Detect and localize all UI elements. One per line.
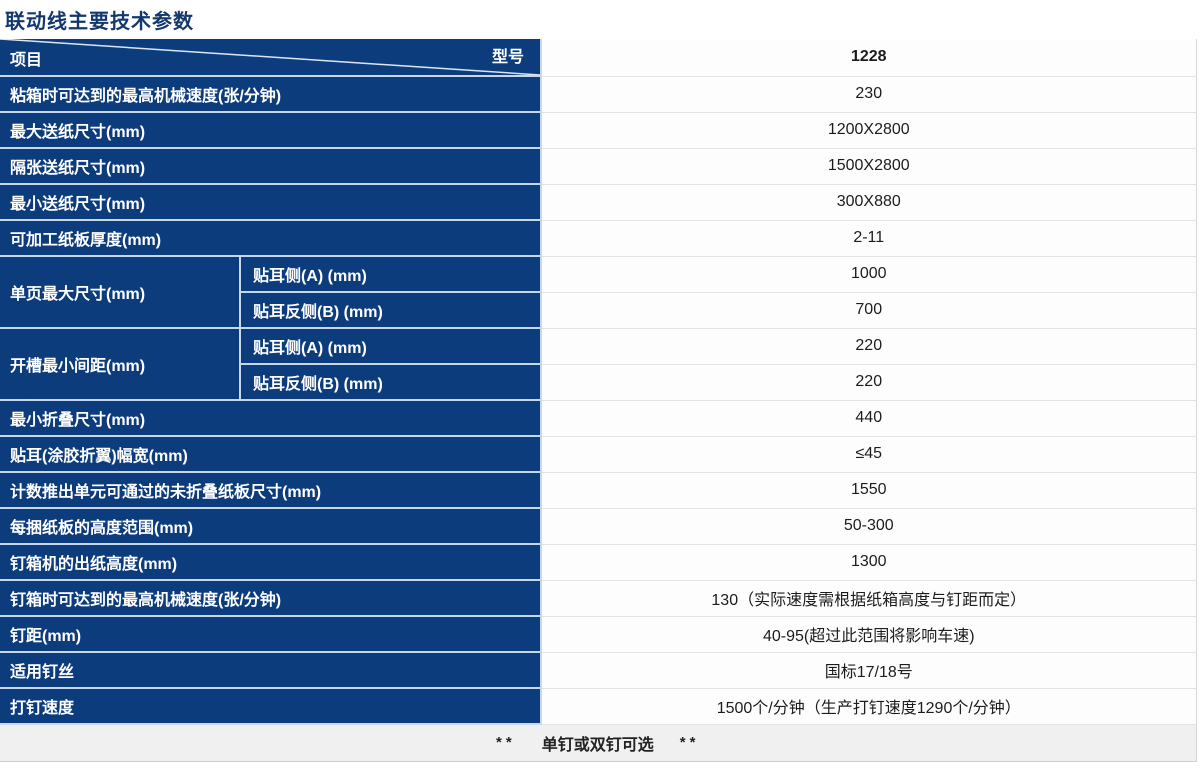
row-label: 最大送纸尺寸(mm)	[0, 112, 541, 149]
row-value: 1200X2800	[540, 112, 1196, 149]
row-label: 最小送纸尺寸(mm)	[0, 184, 541, 221]
row-value: 1000	[540, 256, 1196, 293]
table-row: 开槽最小间距(mm) 贴耳侧(A) (mm) 220	[0, 328, 1196, 401]
row-value: 1300	[540, 544, 1196, 581]
page-title: 联动线主要技术参数	[5, 11, 194, 33]
table-row: 钉箱机的出纸高度(mm) 1300	[0, 544, 1196, 581]
row-sub-label: 贴耳反侧(B) (mm)	[239, 364, 541, 401]
row-label: 可加工纸板厚度(mm)	[0, 220, 541, 257]
table-row: 钉箱时可达到的最高机械速度(张/分钟) 130（实际速度需根据纸箱高度与钉距而定…	[0, 580, 1196, 617]
footer-asterisks-left: **	[496, 734, 516, 752]
row-value: 国标17/18号	[540, 652, 1196, 689]
row-label: 计数推出单元可通过的未折叠纸板尺寸(mm)	[0, 472, 541, 509]
footer-note-text: 单钉或双钉可选	[541, 736, 654, 754]
row-label: 钉箱机的出纸高度(mm)	[0, 544, 541, 581]
row-sub-label: 贴耳侧(A) (mm)	[239, 256, 541, 293]
row-value: 1500X2800	[540, 148, 1196, 185]
row-value: 2-11	[540, 220, 1196, 257]
table-row: 钉距(mm) 40-95(超过此范围将影响车速)	[0, 616, 1196, 653]
row-group-label: 开槽最小间距(mm)	[0, 328, 240, 401]
row-value: ≤45	[540, 436, 1196, 473]
row-label: 钉箱时可达到的最高机械速度(张/分钟)	[0, 580, 541, 617]
header-model-value: 1228	[540, 39, 1196, 77]
row-value: 220	[540, 328, 1196, 365]
row-label: 适用钉丝	[0, 652, 541, 689]
row-value: 130（实际速度需根据纸箱高度与钉距而定）	[540, 580, 1196, 617]
row-label: 每捆纸板的高度范围(mm)	[0, 508, 541, 545]
table-row: 粘箱时可达到的最高机械速度(张/分钟) 230	[0, 76, 1196, 113]
table-row: 贴耳反侧(B) (mm) 220	[0, 364, 1196, 401]
row-label: 钉距(mm)	[0, 616, 541, 653]
row-sub-label: 贴耳反侧(B) (mm)	[239, 292, 541, 329]
row-value: 230	[540, 76, 1196, 113]
table-header-row: 型号 项目 1228	[0, 39, 1196, 77]
table-row: 贴耳反侧(B) (mm) 700	[0, 292, 1196, 329]
spec-table: 型号 项目 1228 粘箱时可达到的最高机械速度(张/分钟) 230 最大送纸尺…	[0, 39, 1197, 762]
header-model-label: 型号	[491, 49, 524, 66]
table-row: 最大送纸尺寸(mm) 1200X2800	[0, 112, 1196, 149]
row-value: 50-300	[540, 508, 1196, 545]
diagonal-divider-line	[0, 39, 540, 75]
footer-note-cell: ** 单钉或双钉可选 **	[0, 724, 1196, 761]
table-row: 最小折叠尺寸(mm) 440	[0, 400, 1196, 437]
table-row: 最小送纸尺寸(mm) 300X880	[0, 184, 1196, 221]
row-value: 220	[540, 364, 1196, 401]
row-label: 贴耳(涂胶折翼)幅宽(mm)	[0, 436, 541, 473]
footer-note: ** 单钉或双钉可选 **	[0, 731, 1196, 755]
table-row: 打钉速度 1500个/分钟（生产打钉速度1290个/分钟）	[0, 688, 1196, 725]
header-diagonal-cell: 型号 项目	[0, 39, 541, 77]
row-label: 最小折叠尺寸(mm)	[0, 400, 541, 437]
table-row: 贴耳(涂胶折翼)幅宽(mm) ≤45	[0, 436, 1196, 473]
row-label: 粘箱时可达到的最高机械速度(张/分钟)	[0, 76, 541, 113]
row-group-label: 单页最大尺寸(mm)	[0, 256, 240, 329]
table-row: 计数推出单元可通过的未折叠纸板尺寸(mm) 1550	[0, 472, 1196, 509]
row-value: 1550	[540, 472, 1196, 509]
table-row: 可加工纸板厚度(mm) 2-11	[0, 220, 1196, 257]
row-value: 300X880	[540, 184, 1196, 221]
table-row: 适用钉丝 国标17/18号	[0, 652, 1196, 689]
table-footer-row: ** 单钉或双钉可选 **	[0, 724, 1196, 761]
row-value: 440	[540, 400, 1196, 437]
table-row: 单页最大尺寸(mm) 贴耳侧(A) (mm) 1000	[0, 256, 1196, 329]
row-value: 700	[540, 292, 1196, 329]
row-value: 40-95(超过此范围将影响车速)	[540, 616, 1196, 653]
footer-asterisks-right: **	[679, 734, 700, 752]
row-label: 隔张送纸尺寸(mm)	[0, 148, 541, 185]
table-row: 每捆纸板的高度范围(mm) 50-300	[0, 508, 1196, 545]
table-row: 隔张送纸尺寸(mm) 1500X2800	[0, 148, 1196, 185]
row-sub-label: 贴耳侧(A) (mm)	[239, 328, 541, 365]
header-item-label: 项目	[10, 52, 43, 69]
row-label: 打钉速度	[0, 688, 541, 725]
row-value: 1500个/分钟（生产打钉速度1290个/分钟）	[540, 688, 1196, 725]
